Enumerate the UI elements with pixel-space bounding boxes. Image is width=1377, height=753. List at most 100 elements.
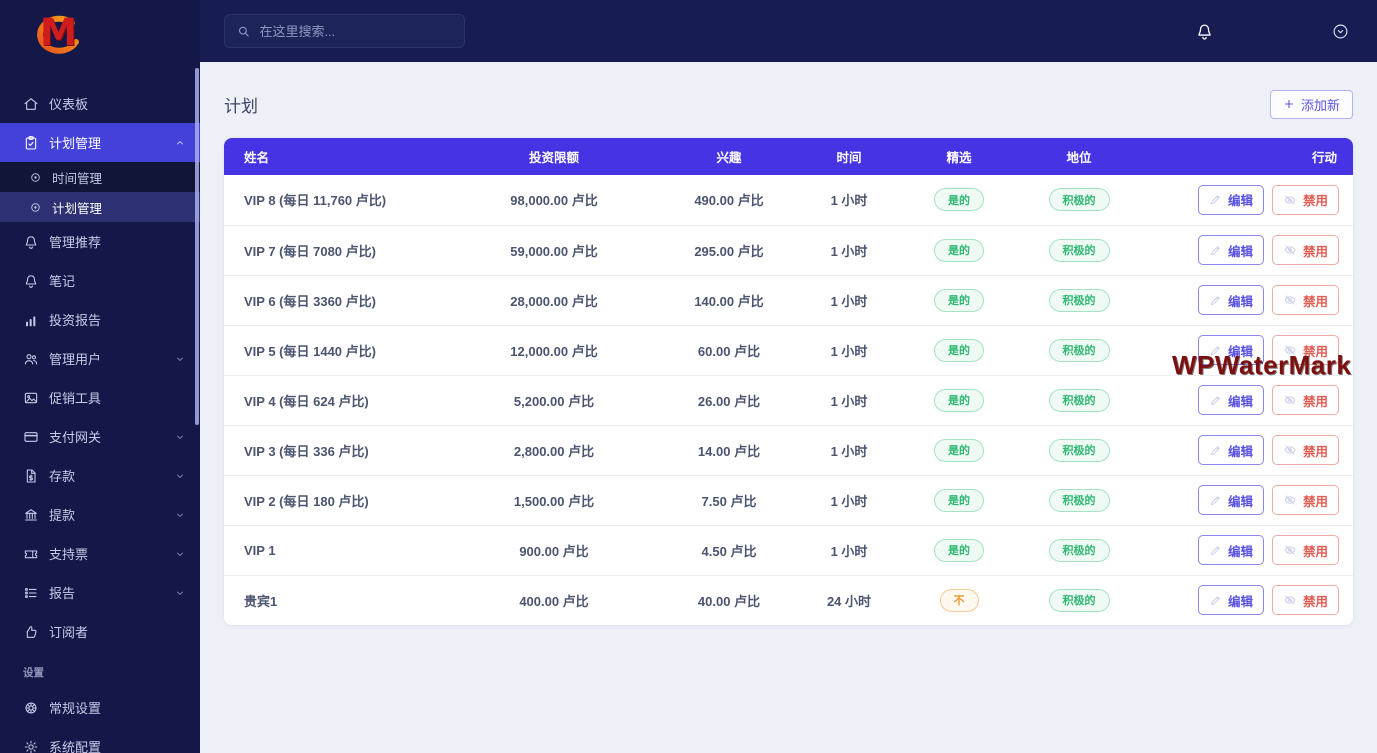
disable-button[interactable]: 禁用: [1271, 285, 1339, 315]
edit-button[interactable]: 编辑: [1197, 285, 1264, 315]
add-new-button[interactable]: 添加新: [1269, 89, 1353, 119]
edit-button[interactable]: 编辑: [1197, 585, 1264, 616]
disable-button[interactable]: 禁用: [1271, 585, 1339, 616]
edit-button[interactable]: 编辑: [1197, 435, 1264, 465]
credit-card-icon: [23, 429, 39, 445]
table-header-cell: 行动: [1154, 138, 1353, 175]
search-input[interactable]: [259, 23, 452, 39]
plus-icon: [1284, 99, 1294, 109]
table-header-cell: 时间: [784, 138, 914, 175]
content: 计划 添加新 姓名 投资限额 兴趣 时间 精选 地位 行动 VIP 8 (每日 11,760…: [200, 62, 1377, 753]
table-header-cell: 姓名: [224, 138, 434, 175]
user-menu-chevron-icon[interactable]: [1332, 23, 1349, 40]
dot-circle-icon: [29, 171, 42, 184]
sidebar-item-label: 计划管理: [49, 136, 102, 151]
featured-badge: 是的: [934, 488, 984, 512]
sidebar-item[interactable]: 仪表板: [0, 84, 200, 123]
file-dollar-icon: [23, 468, 39, 484]
invest-limit: 2,800.00 卢比: [434, 425, 674, 476]
invest-limit: 1,500.00 卢比: [434, 475, 674, 526]
notifications-bell-icon[interactable]: [1195, 22, 1214, 41]
sidebar-item-label: 提款: [49, 508, 76, 523]
image-icon: [23, 390, 39, 406]
pencil-icon: [1209, 594, 1222, 607]
invest-limit: 28,000.00 卢比: [434, 275, 674, 326]
sidebar-item[interactable]: 系统配置: [0, 727, 200, 753]
interest: 14.00 卢比: [674, 425, 784, 476]
sidebar-item[interactable]: 常规设置: [0, 688, 200, 727]
home-icon: [23, 96, 39, 112]
invest-limit: 900.00 卢比: [434, 525, 674, 576]
sidebar-item-label: 支付网关: [49, 430, 102, 445]
sidebar-subitem[interactable]: 计划管理: [0, 192, 200, 222]
edit-button[interactable]: 编辑: [1197, 235, 1264, 265]
pencil-icon: [1209, 544, 1222, 557]
sidebar-item[interactable]: 订阅者: [0, 612, 200, 651]
eye-off-icon: [1283, 493, 1297, 507]
featured-badge: 是的: [934, 438, 984, 462]
time: 24 小时: [784, 575, 914, 625]
time: 1 小时: [784, 525, 914, 576]
time: 1 小时: [784, 475, 914, 526]
chevron-down-icon: [175, 510, 185, 520]
chevron-down-icon: [175, 549, 185, 559]
pencil-icon: [1209, 394, 1222, 407]
sidebar-item-label: 笔记: [49, 274, 76, 289]
invest-limit: 98,000.00 卢比: [434, 175, 674, 226]
table-row: VIP 2 (每日 180 卢比) 1,500.00 卢比 7.50 卢比 1 小时是…: [224, 475, 1353, 526]
sidebar-item[interactable]: 计划管理: [0, 123, 200, 162]
status-badge: 积极的: [1048, 238, 1110, 262]
sidebar-item[interactable]: 笔记: [0, 261, 200, 300]
disable-button[interactable]: 禁用: [1271, 184, 1339, 215]
table-row: VIP 5 (每日 1440 卢比) 12,000.00 卢比 60.00 卢比 1 …: [224, 325, 1353, 376]
eye-off-icon: [1283, 343, 1297, 357]
sidebar-scrollbar[interactable]: [195, 68, 199, 425]
status-badge: 积极的: [1048, 488, 1110, 512]
sidebar-item[interactable]: 支付网关: [0, 417, 200, 456]
sidebar-item[interactable]: 投资报告: [0, 300, 200, 339]
list-icon: [23, 585, 39, 601]
edit-button[interactable]: 编辑: [1197, 335, 1264, 365]
interest: 7.50 卢比: [674, 475, 784, 526]
disable-button[interactable]: 禁用: [1271, 235, 1339, 265]
sidebar-item[interactable]: 管理用户: [0, 339, 200, 378]
disable-button[interactable]: 禁用: [1271, 385, 1339, 415]
disable-button[interactable]: 禁用: [1271, 485, 1339, 515]
status-badge: 积极的: [1048, 388, 1110, 412]
plan-name: 贵宾1: [224, 575, 434, 625]
sidebar-subitem[interactable]: 时间管理: [0, 162, 200, 192]
edit-button[interactable]: 编辑: [1197, 485, 1264, 515]
chevron-down-icon: [175, 354, 185, 364]
search-icon: [238, 26, 249, 37]
sidebar-item[interactable]: 存款: [0, 456, 200, 495]
sidebar-item[interactable]: 提款: [0, 495, 200, 534]
edit-button[interactable]: 编辑: [1197, 535, 1264, 565]
table-header-cell: 兴趣: [674, 138, 784, 175]
sidebar-item-label: 订阅者: [49, 625, 89, 640]
logo-letter: M: [40, 11, 77, 54]
wheel-icon: [23, 700, 39, 716]
sidebar-item[interactable]: 促销工具: [0, 378, 200, 417]
table-row: VIP 8 (每日 11,760 卢比) 98,000.00 卢比 490.00 卢…: [224, 175, 1353, 226]
edit-button[interactable]: 编辑: [1197, 385, 1264, 415]
table-row: VIP 3 (每日 336 卢比) 2,800.00 卢比 14.00 卢比 1 小时…: [224, 425, 1353, 476]
eye-off-icon: [1283, 543, 1297, 557]
users-icon: [23, 351, 39, 367]
ticket-icon: [23, 546, 39, 562]
plan-name: VIP 8 (每日 11,760 卢比): [224, 175, 434, 226]
sidebar-item-label: 投资报告: [49, 313, 102, 328]
disable-button[interactable]: 禁用: [1271, 535, 1339, 565]
sidebar-item[interactable]: 管理推荐: [0, 222, 200, 261]
brand-logo[interactable]: M: [0, 0, 200, 68]
disable-button[interactable]: 禁用: [1271, 435, 1339, 465]
disable-button[interactable]: 禁用: [1271, 335, 1339, 365]
sidebar-item[interactable]: 报告: [0, 573, 200, 612]
table-row: VIP 6 (每日 3360 卢比) 28,000.00 卢比 140.00 卢比 1…: [224, 275, 1353, 326]
plan-name: VIP 5 (每日 1440 卢比): [224, 325, 434, 376]
sidebar-nav: 仪表板 计划管理 时间管理 计划管理 管理推荐 笔记 投资报告 管理用户 促销工具 支付网关 存款提…: [0, 84, 200, 651]
sidebar-item[interactable]: 支持票: [0, 534, 200, 573]
invest-limit: 5,200.00 卢比: [434, 375, 674, 426]
dot-circle-icon: [29, 201, 42, 214]
topbar: [200, 0, 1377, 62]
edit-button[interactable]: 编辑: [1197, 184, 1264, 215]
